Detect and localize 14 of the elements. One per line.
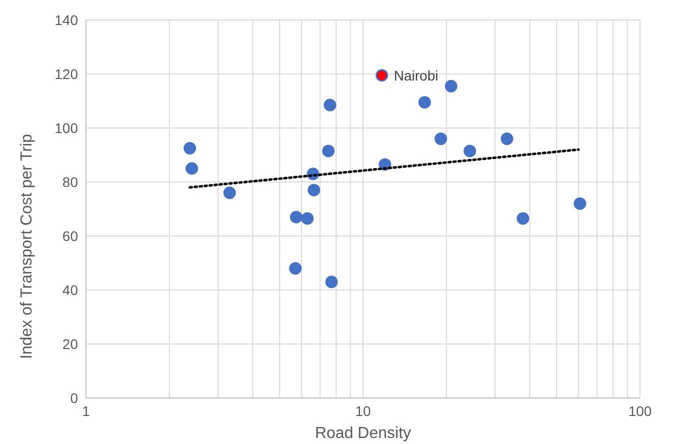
y-tick-label: 0 [70, 390, 78, 406]
y-tick-label: 20 [62, 336, 78, 352]
y-axis-title: Index of Transport Cost per Trip [18, 134, 36, 359]
y-tick-label: 40 [62, 282, 78, 298]
annotation: Nairobi [394, 67, 438, 84]
y-tick-label: 100 [54, 120, 78, 136]
y-tick-label: 120 [54, 66, 78, 82]
y-tick-label: 140 [54, 12, 78, 28]
y-tick-label: 80 [62, 174, 78, 190]
x-tick-label: 1 [82, 402, 90, 419]
x-tick-label: 100 [628, 402, 652, 419]
x-axis-title: Road Density [314, 425, 412, 442]
x-tick-label: 10 [355, 402, 371, 419]
y-tick-label: 60 [62, 228, 78, 244]
